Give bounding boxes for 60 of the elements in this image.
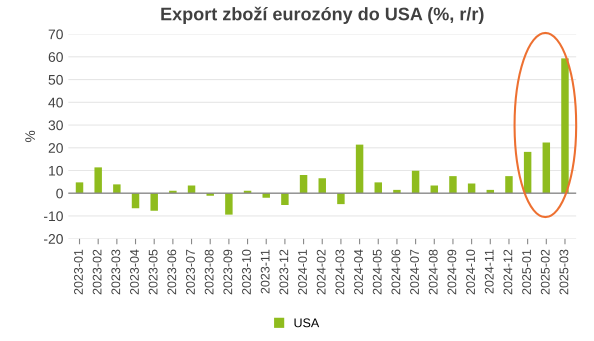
y-tick-label: 70 (48, 29, 63, 40)
legend-label: USA (294, 318, 320, 328)
x-tick-label: 2024-07 (410, 250, 419, 294)
x-tick-label: 2023-06 (167, 250, 176, 294)
x-tick-label: 2024-08 (428, 250, 438, 294)
bar (113, 184, 121, 194)
x-tick-label: 2024-02 (316, 250, 326, 294)
bar (225, 193, 233, 215)
x-tick-label: 2024-03 (335, 250, 344, 294)
y-tick-label: 0 (56, 188, 63, 198)
x-tick-label: 2025-01 (522, 250, 531, 294)
y-axis-title: % (25, 130, 36, 142)
bar (356, 144, 364, 194)
bar (281, 193, 289, 206)
bar (505, 176, 513, 194)
x-tick-label: 2023-07 (186, 250, 195, 294)
x-tick-label: 2023-12 (279, 250, 288, 294)
x-tick-label: 2025-03 (559, 250, 568, 294)
y-tick-label: 60 (48, 52, 63, 62)
x-tick-label: 2024-01 (298, 250, 307, 294)
bar (430, 186, 438, 194)
y-tick-label: -20 (44, 234, 63, 244)
bar (468, 183, 476, 194)
bar (561, 58, 569, 194)
bar (94, 167, 102, 194)
y-tick-label: -10 (44, 211, 63, 222)
x-tick-label: 2024-10 (466, 250, 475, 294)
x-tick-label: 2023-11 (260, 250, 270, 294)
x-tick-label: 2024-04 (354, 249, 363, 294)
bar (412, 170, 420, 194)
x-tick-label: 2024-12 (503, 250, 512, 294)
x-tick-label: 2023-04 (130, 249, 139, 294)
bar (150, 193, 158, 211)
x-tick-label: 2024-11 (484, 250, 494, 294)
bar (524, 152, 532, 194)
x-tick-label: 2023-01 (74, 250, 83, 294)
x-tick-label: 2023-05 (148, 250, 158, 294)
chart-title: Export zboží eurozóny do USA (%, r/r) (161, 6, 484, 24)
x-tick-label: 2023-08 (204, 250, 214, 294)
x-tick-label: 2023-02 (92, 250, 102, 294)
x-tick-label: 2023-09 (223, 250, 232, 294)
bar (300, 175, 308, 194)
y-tick-label: 30 (48, 120, 63, 130)
y-tick-label: 20 (48, 143, 63, 153)
bar (188, 186, 196, 194)
x-tick-label: 2023-10 (242, 250, 251, 294)
x-tick-label: 2024-06 (391, 250, 400, 294)
x-tick-label: 2025-02 (540, 250, 550, 294)
y-tick-label: 40 (48, 98, 63, 108)
x-tick-label: 2024-05 (372, 250, 382, 294)
y-tick-label: 50 (48, 74, 63, 85)
bar (449, 176, 457, 194)
x-tick-label: 2024-09 (447, 250, 456, 294)
x-tick-label: 2023-03 (111, 250, 120, 294)
bar (337, 193, 345, 204)
bar (132, 193, 140, 208)
bar (374, 182, 382, 194)
y-tick-label: 10 (49, 166, 63, 176)
bar (318, 178, 326, 194)
bar (542, 142, 550, 194)
